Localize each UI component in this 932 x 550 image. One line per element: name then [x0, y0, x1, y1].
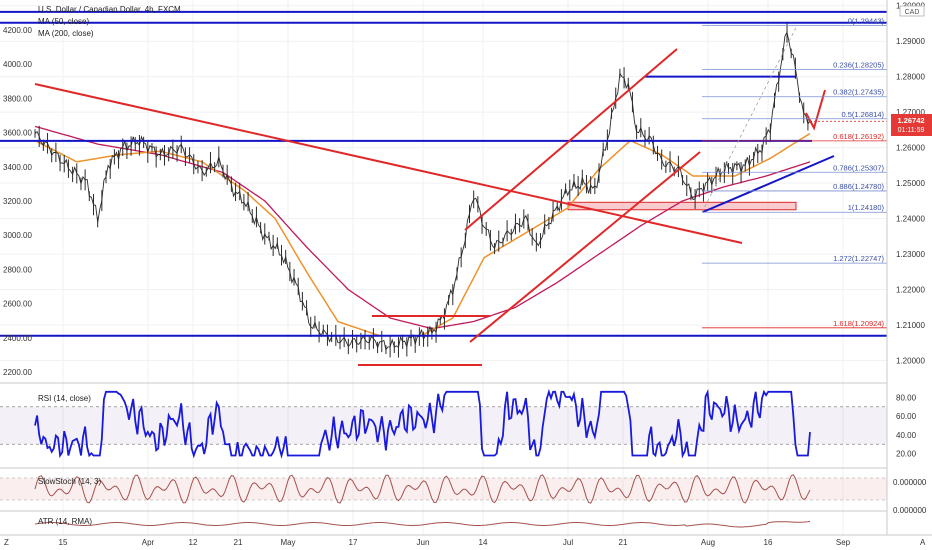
time-label: 17 — [349, 538, 358, 547]
fib-label: 1.618(1.20924) — [833, 319, 884, 328]
projection-arrow — [805, 89, 826, 131]
stoch-title[interactable]: SlowStoch (14, 3) — [38, 477, 101, 486]
atr-tick: 0.000000 — [893, 506, 927, 515]
indicator-ma50-title[interactable]: MA (50, close) — [38, 17, 89, 26]
left-tick: 2400.00 — [3, 334, 32, 343]
fib-diagonal — [701, 25, 798, 213]
left-tick: 2600.00 — [3, 300, 32, 309]
fib-label: 0.886(1.24780) — [833, 182, 884, 191]
indicator-ma200-title[interactable]: MA (200, close) — [38, 29, 94, 38]
time-label: May — [280, 538, 295, 547]
fib-label: 0.382(1.27435) — [833, 88, 884, 97]
fib-label: 0.618(1.26192) — [833, 132, 884, 141]
left-tick: 4000.00 — [3, 60, 32, 69]
axes: 15Apr1221May17Jun14Jul21Aug16SepZA1.3000… — [3, 2, 927, 547]
price-tick: 1.24000 — [896, 215, 925, 224]
left-tick: 3000.00 — [3, 231, 32, 240]
left-tick: 3200.00 — [3, 197, 32, 206]
last-price-badge — [891, 114, 932, 136]
support-zone — [567, 201, 797, 211]
fib-label: 0(1.29443) — [848, 16, 885, 25]
rsi-line — [34, 388, 811, 459]
time-label: Sep — [836, 538, 851, 547]
rsi-tick: 20.00 — [896, 450, 917, 459]
stoch-tick: 0.000000 — [893, 478, 927, 487]
bands — [0, 201, 887, 501]
price-tick: 1.20000 — [896, 357, 925, 366]
stoch-line — [34, 474, 811, 504]
chart-title: U.S. Dollar / Canadian Dollar, 4h, FXCM — [38, 5, 181, 14]
price-tick: 1.29000 — [896, 37, 925, 46]
price-tick: 1.28000 — [896, 73, 925, 82]
bar-countdown: 01:11:59 — [898, 127, 925, 134]
rsi-title[interactable]: RSI (14, close) — [38, 394, 91, 403]
currency-label: CAD — [905, 9, 920, 16]
time-label: Jul — [563, 538, 573, 547]
time-label: 15 — [59, 538, 68, 547]
currency-tag — [899, 5, 925, 17]
left-tick: 2200.00 — [3, 368, 32, 377]
time-label: Jun — [417, 538, 430, 547]
time-corner-right: A — [920, 538, 926, 547]
red-trendline — [469, 151, 701, 343]
last-price-value: 1.26742 — [897, 116, 924, 125]
price-tick: 1.23000 — [896, 250, 925, 259]
time-label: 16 — [764, 538, 773, 547]
time-label: 12 — [189, 538, 198, 547]
price-tick: 1.26000 — [896, 144, 925, 153]
rsi-tick: 40.00 — [896, 431, 917, 440]
time-label: 21 — [234, 538, 243, 547]
left-tick: 4200.00 — [3, 26, 32, 35]
blue-trendline — [702, 155, 835, 213]
price-tick: 1.27000 — [896, 108, 925, 117]
rsi-tick: 60.00 — [896, 412, 917, 421]
price-tick: 1.21000 — [896, 321, 925, 330]
fib-label: 0.786(1.25307) — [833, 163, 884, 172]
left-tick: 3400.00 — [3, 163, 32, 172]
atr-title[interactable]: ATR (14, RMA) — [38, 517, 92, 526]
time-label: 14 — [479, 538, 488, 547]
left-tick: 2800.00 — [3, 265, 32, 274]
fib-label: 0.236(1.28205) — [833, 60, 884, 69]
time-label: Apr — [142, 538, 155, 547]
price-tick: 1.22000 — [896, 286, 925, 295]
rsi-tick: 80.00 — [896, 393, 917, 402]
red-trendline — [34, 83, 743, 244]
fib-label: 0.5(1.26814) — [841, 110, 884, 119]
left-tick: 3600.00 — [3, 129, 32, 138]
time-label: Aug — [701, 538, 715, 547]
fib-label: 1(1.24180) — [848, 203, 885, 212]
left-tick: 3800.00 — [3, 94, 32, 103]
atr-line — [34, 520, 811, 528]
fib-label: 1.272(1.22747) — [833, 254, 884, 263]
red-trendline — [464, 48, 678, 231]
time-label: 21 — [619, 538, 628, 547]
rsi-band — [0, 406, 887, 445]
time-corner-left: Z — [4, 538, 9, 547]
price-line — [34, 31, 811, 351]
stoch-band — [0, 478, 887, 500]
price-tick: 1.25000 — [896, 179, 925, 188]
drawings: 0(1.29443) 0.236(1.28205) 0.382(1.27435) 0.… — [0, 10, 887, 366]
